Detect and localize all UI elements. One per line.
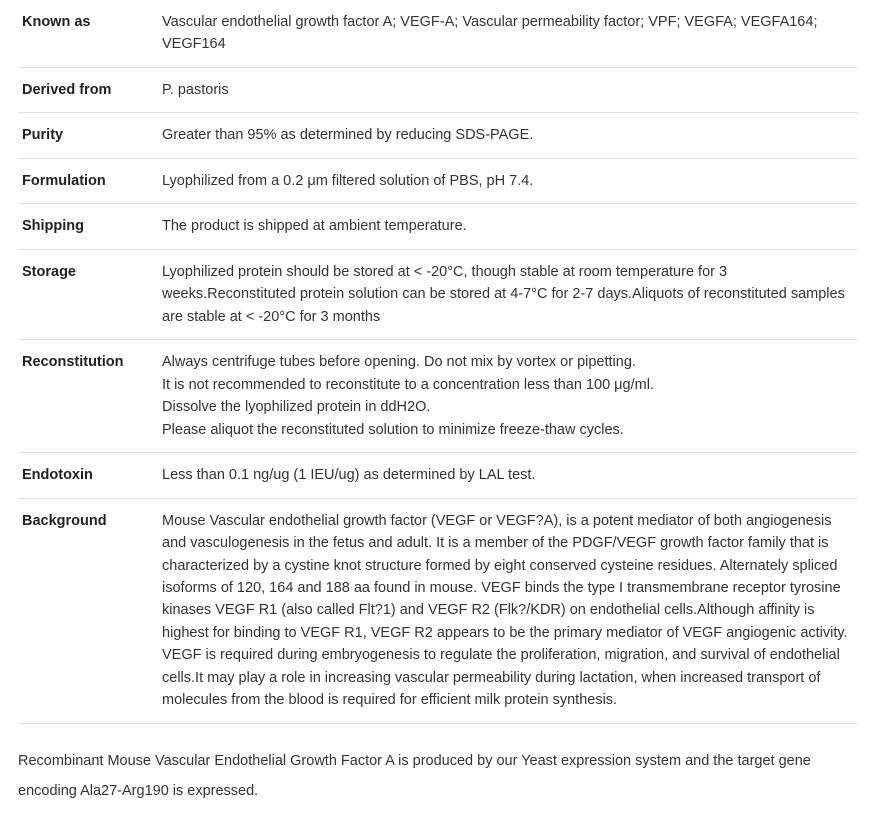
spec-table-body: Known asVascular endothelial growth fact… bbox=[18, 0, 857, 723]
footer-text: Recombinant Mouse Vascular Endothelial G… bbox=[18, 746, 857, 807]
row-label: Purity bbox=[18, 113, 158, 158]
row-value: Vascular endothelial growth factor A; VE… bbox=[158, 0, 857, 67]
table-row: ReconstitutionAlways centrifuge tubes be… bbox=[18, 340, 857, 453]
row-value: P. pastoris bbox=[158, 67, 857, 112]
spec-container: Known asVascular endothelial growth fact… bbox=[0, 0, 875, 825]
row-label: Reconstitution bbox=[18, 340, 158, 453]
row-value: Always centrifuge tubes before opening. … bbox=[158, 340, 857, 453]
row-label: Endotoxin bbox=[18, 453, 158, 498]
table-row: BackgroundMouse Vascular endothelial gro… bbox=[18, 498, 857, 723]
row-value: Less than 0.1 ng/ug (1 IEU/ug) as determ… bbox=[158, 453, 857, 498]
row-value: The product is shipped at ambient temper… bbox=[158, 204, 857, 249]
spec-table: Known asVascular endothelial growth fact… bbox=[18, 0, 857, 724]
table-row: Derived fromP. pastoris bbox=[18, 67, 857, 112]
row-label: Derived from bbox=[18, 67, 158, 112]
row-value: Mouse Vascular endothelial growth factor… bbox=[158, 498, 857, 723]
table-row: EndotoxinLess than 0.1 ng/ug (1 IEU/ug) … bbox=[18, 453, 857, 498]
row-value: Greater than 95% as determined by reduci… bbox=[158, 113, 857, 158]
table-row: PurityGreater than 95% as determined by … bbox=[18, 113, 857, 158]
table-row: Known asVascular endothelial growth fact… bbox=[18, 0, 857, 67]
table-row: ShippingThe product is shipped at ambien… bbox=[18, 204, 857, 249]
table-row: FormulationLyophilized from a 0.2 μm fil… bbox=[18, 158, 857, 203]
table-row: StorageLyophilized protein should be sto… bbox=[18, 249, 857, 339]
row-label: Shipping bbox=[18, 204, 158, 249]
row-label: Background bbox=[18, 498, 158, 723]
row-value: Lyophilized from a 0.2 μm filtered solut… bbox=[158, 158, 857, 203]
row-label: Known as bbox=[18, 0, 158, 67]
row-label: Formulation bbox=[18, 158, 158, 203]
row-label: Storage bbox=[18, 249, 158, 339]
row-value: Lyophilized protein should be stored at … bbox=[158, 249, 857, 339]
